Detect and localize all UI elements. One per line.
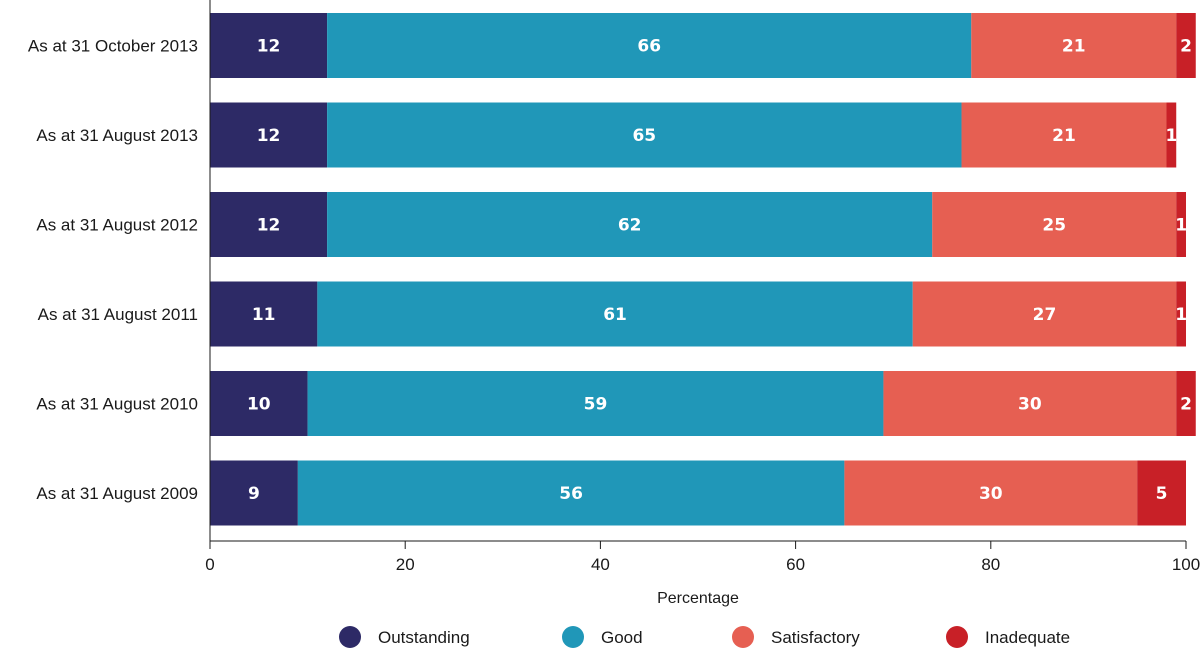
- data-label: 21: [1052, 126, 1076, 146]
- legend-label: Satisfactory: [771, 628, 860, 647]
- data-label: 5: [1156, 484, 1168, 504]
- data-label: 61: [603, 305, 627, 325]
- bars-layer: 12 66 21 212 65 21 112 62 25 111 61 27 110 59 30 29 56 30…: [210, 13, 1196, 526]
- data-label: 65: [632, 126, 656, 146]
- legend: Outstanding Good Satisfactory Inadequate: [339, 626, 1070, 648]
- data-label: 30: [979, 484, 1003, 504]
- bar-segment-inadequate: [1176, 371, 1196, 436]
- category-labels: As at 31 October 2013 As at 31 August 201…: [28, 37, 198, 504]
- x-tick-label: 60: [786, 555, 805, 574]
- bar-segment-inadequate: [1137, 460, 1186, 526]
- x-axis-title: Percentage: [657, 590, 739, 607]
- data-label: 62: [618, 216, 642, 236]
- bar-segment-inadequate: [1176, 13, 1196, 78]
- data-label: 1: [1165, 126, 1177, 146]
- x-tick-label: 100: [1172, 555, 1200, 574]
- legend-swatch-inadequate: [946, 626, 968, 648]
- data-label: 11: [252, 305, 276, 325]
- x-tick-label: 40: [591, 555, 610, 574]
- category-label: As at 31 August 2010: [36, 395, 198, 414]
- category-label: As at 31 October 2013: [28, 37, 198, 56]
- data-label: 30: [1018, 395, 1042, 415]
- bar-segment-satisfactory: [844, 460, 1138, 526]
- x-tick-label: 20: [396, 555, 415, 574]
- bar-segment-good: [317, 281, 913, 347]
- bar-segment-inadequate: [1176, 281, 1186, 347]
- x-axis: 0 20 40 60 80 100: [205, 0, 1200, 574]
- data-label: 2: [1180, 395, 1192, 415]
- bar-segment-outstanding: [210, 371, 308, 436]
- legend-swatch-satisfactory: [732, 626, 754, 648]
- x-tick-label: 80: [981, 555, 1000, 574]
- data-label: 27: [1033, 305, 1057, 325]
- data-label: 1: [1175, 216, 1187, 236]
- bar-segment-satisfactory: [883, 371, 1177, 436]
- legend-swatch-outstanding: [339, 626, 361, 648]
- x-tick-label: 0: [205, 555, 214, 574]
- bar-segment-outstanding: [210, 13, 328, 78]
- category-label: As at 31 August 2009: [36, 484, 198, 503]
- bar-segment-outstanding: [210, 460, 298, 526]
- data-label: 12: [257, 216, 281, 236]
- bar-segment-outstanding: [210, 102, 328, 168]
- bar-segment-good: [327, 192, 933, 257]
- category-label: As at 31 August 2013: [36, 126, 198, 145]
- data-label: 10: [247, 395, 271, 415]
- bar-segment-satisfactory: [961, 102, 1167, 168]
- bar-segment-outstanding: [210, 281, 318, 347]
- bar-segment-inadequate: [1176, 192, 1186, 257]
- data-label: 12: [257, 37, 281, 57]
- bar-segment-good: [327, 102, 962, 168]
- data-label: 59: [584, 395, 608, 415]
- legend-label: Outstanding: [378, 628, 470, 647]
- legend-label: Inadequate: [985, 628, 1070, 647]
- data-label: 66: [637, 37, 661, 57]
- bar-segment-good: [307, 371, 884, 436]
- data-label: 56: [559, 484, 583, 504]
- data-label: 9: [248, 484, 260, 504]
- category-label: As at 31 August 2011: [38, 305, 198, 324]
- data-label: 1: [1175, 305, 1187, 325]
- data-label: 2: [1180, 37, 1192, 57]
- bar-segment-good: [297, 460, 845, 526]
- data-label: 12: [257, 126, 281, 146]
- data-label: 25: [1042, 216, 1066, 236]
- bar-segment-good: [327, 13, 972, 78]
- bar-segment-inadequate: [1166, 102, 1177, 168]
- data-label: 21: [1062, 37, 1086, 57]
- legend-label: Good: [601, 628, 643, 647]
- bar-segment-outstanding: [210, 192, 328, 257]
- bar-segment-satisfactory: [932, 192, 1177, 257]
- bar-segment-satisfactory: [971, 13, 1177, 78]
- legend-swatch-good: [562, 626, 584, 648]
- bar-segment-satisfactory: [912, 281, 1177, 347]
- category-label: As at 31 August 2012: [36, 216, 198, 235]
